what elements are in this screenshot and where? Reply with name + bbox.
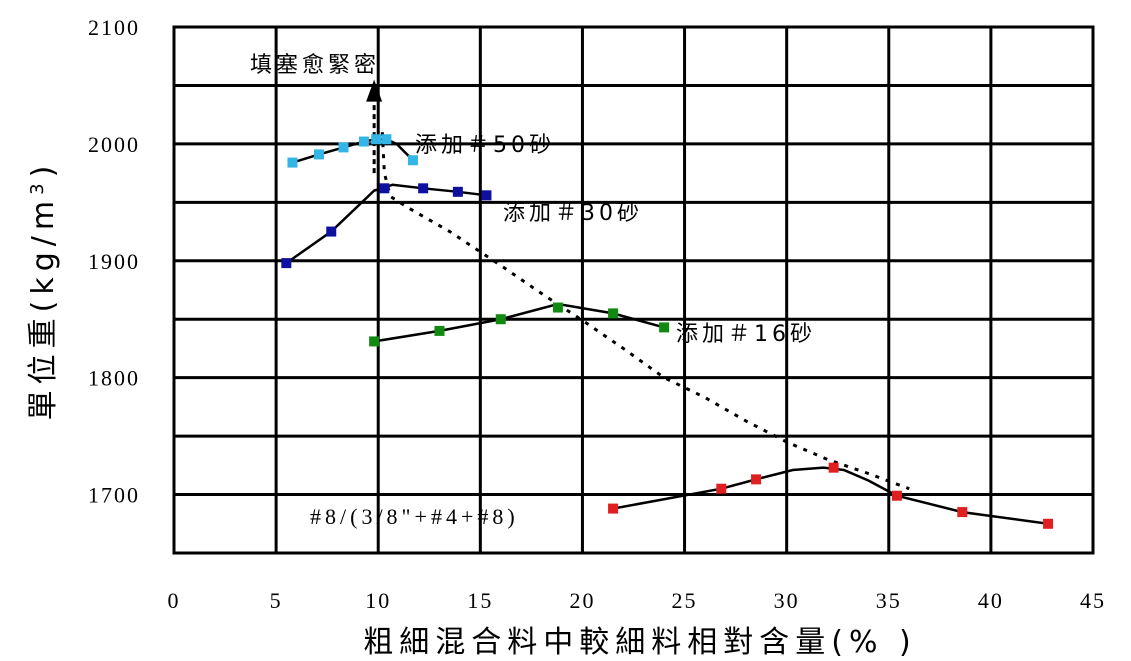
x-tick-label-4: 20 [569, 588, 595, 613]
series-1-point-0 [281, 258, 292, 269]
series-0-point-4 [371, 134, 382, 145]
series-3-point-5 [957, 507, 968, 518]
plot-frame [172, 25, 1095, 555]
series-1-point-3 [418, 183, 429, 194]
series-3-point-1 [716, 483, 727, 494]
series-2-point-3 [552, 302, 563, 313]
series-1-point-5 [481, 190, 492, 201]
y-axis-title: 單位重(kg/m3) [26, 160, 61, 421]
series-1-point-2 [379, 183, 390, 194]
series-3-point-6 [1043, 518, 1054, 529]
series-0-point-1 [313, 149, 324, 160]
x-axis-ticks: 0 5 10 15 20 25 30 35 40 45 [168, 588, 1106, 613]
series-1 [281, 183, 492, 269]
y-tick-label-4: 2100 [88, 15, 140, 40]
series-0-point-6 [407, 155, 418, 166]
x-tick-label-5: 25 [672, 588, 698, 613]
series-0-point-5 [381, 134, 392, 145]
annotation-sand-16: 添加＃16砂 [676, 322, 816, 347]
series-2 [369, 302, 670, 347]
series-3-point-3 [828, 462, 839, 473]
y-tick-label-1: 1800 [88, 366, 140, 391]
arrow-head [366, 79, 383, 102]
series-3-point-4 [891, 490, 902, 501]
series-2-point-2 [495, 314, 506, 325]
y-axis-ticks: 1700 1800 1900 2000 2100 [88, 15, 140, 508]
series-2-point-1 [434, 325, 445, 336]
x-tick-label-0: 0 [168, 588, 181, 613]
x-tick-label-6: 30 [774, 588, 800, 613]
x-axis-title: 粗細混合料中較細料相對含量(% ) [363, 625, 916, 660]
y-tick-label-3: 2000 [88, 132, 140, 157]
series-2-point-5 [659, 322, 670, 333]
series-0-point-2 [338, 142, 349, 153]
annotation-sand-8: #8/(3/8"+#4+#8) [310, 504, 519, 529]
series-2-point-4 [608, 308, 619, 319]
y-tick-label-2: 1900 [88, 249, 140, 274]
x-tick-label-3: 15 [467, 588, 493, 613]
series-1-point-4 [452, 186, 463, 197]
series-3-point-2 [751, 474, 762, 485]
x-tick-label-9: 45 [1080, 588, 1106, 613]
x-tick-label-1: 5 [270, 588, 283, 613]
y-tick-label-0: 1700 [88, 483, 140, 508]
annotation-sand-30: 添加＃30砂 [503, 201, 643, 226]
x-tick-label-2: 10 [365, 588, 391, 613]
series-0-point-3 [358, 136, 369, 147]
series-line-2 [373, 302, 665, 343]
series-1-point-1 [326, 226, 337, 237]
y-axis-title-close: ) [26, 160, 61, 178]
x-tick-label-7: 35 [876, 588, 902, 613]
plot-grid [172, 25, 1095, 555]
annotation-densify: 填塞愈緊密 [250, 53, 380, 78]
series-0-point-0 [287, 157, 298, 168]
annotation-sand-50: 添加＃50砂 [415, 133, 555, 158]
x-tick-label-8: 40 [978, 588, 1004, 613]
series-3 [608, 462, 1054, 529]
series-2-point-0 [369, 336, 380, 347]
series-group [281, 134, 1054, 529]
series-0 [287, 134, 418, 168]
series-3-point-0 [608, 503, 619, 514]
y-axis-title-sup: 3 [27, 177, 48, 194]
y-axis-title-main: 單位重(kg/m [26, 195, 61, 420]
